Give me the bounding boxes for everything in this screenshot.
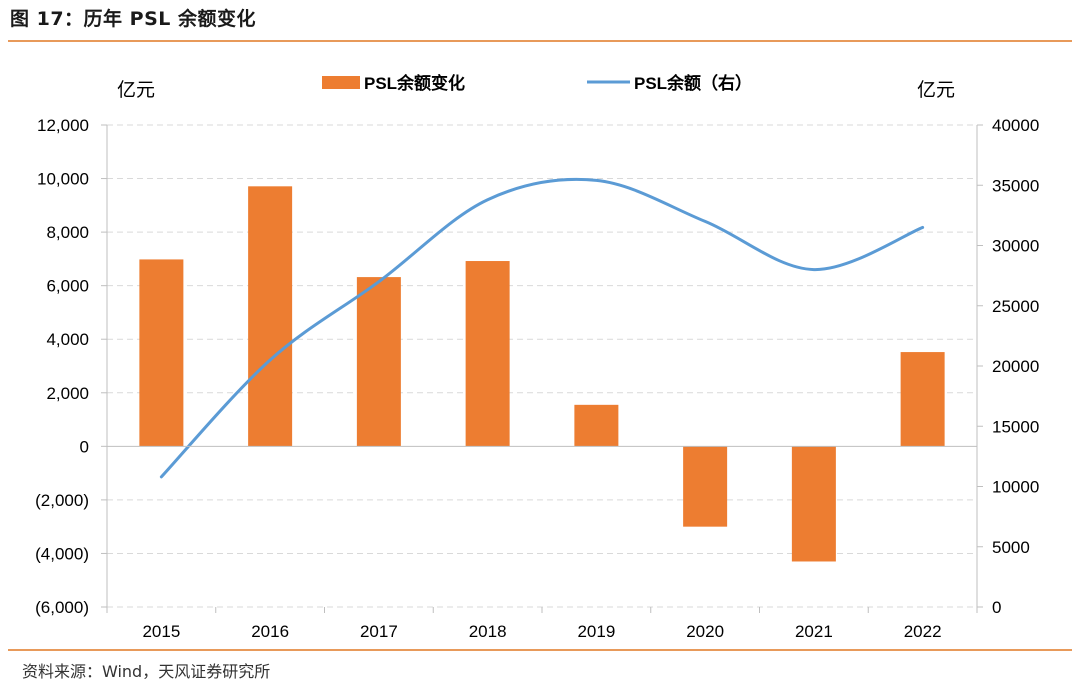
x-tick-label: 2022 — [904, 622, 942, 641]
right-tick-label: 30000 — [992, 237, 1039, 256]
legend: PSL余额变化 PSL余额（右） — [322, 73, 752, 93]
right-tick-label: 15000 — [992, 417, 1039, 436]
x-tick-label: 2016 — [251, 622, 289, 641]
bar-2022 — [900, 352, 945, 447]
right-tick-label: 20000 — [992, 357, 1039, 376]
right-tick-label: 35000 — [992, 176, 1039, 195]
left-tick-label: (6,000) — [35, 598, 89, 617]
bar-2019 — [574, 404, 619, 447]
legend-bar-label: PSL余额变化 — [364, 73, 465, 93]
x-tick-label: 2019 — [577, 622, 615, 641]
bar-2018 — [465, 261, 510, 447]
line-series — [159, 177, 925, 479]
right-tick-label: 0 — [992, 598, 1001, 617]
bar-series — [139, 186, 945, 562]
gridlines — [107, 124, 977, 608]
left-tick-label: (4,000) — [35, 544, 89, 563]
axes: (6,000) (4,000) (2,000) 0 2,000 4,000 6,000 8,0… — [35, 79, 1039, 641]
left-axis-unit: 亿元 — [117, 79, 155, 101]
right-axis-unit: 亿元 — [917, 79, 955, 101]
left-tick-label: 10,000 — [37, 170, 89, 189]
psl-balance-line — [159, 177, 925, 479]
x-tick-label: 2018 — [469, 622, 507, 641]
left-tick-label: 8,000 — [46, 223, 89, 242]
x-tick-label: 2015 — [142, 622, 180, 641]
x-tick-label: 2017 — [360, 622, 398, 641]
left-tick-label: 12,000 — [37, 116, 89, 135]
figure-title: 图 17：历年 PSL 余额变化 — [10, 8, 257, 30]
bottom-divider — [8, 649, 1072, 651]
bar-2021 — [791, 446, 836, 562]
source-note: 资料来源：Wind，天风证券研究所 — [22, 662, 271, 681]
left-tick-label: (2,000) — [35, 491, 89, 510]
left-tick-label: 4,000 — [46, 330, 89, 349]
bar-2016 — [248, 186, 293, 447]
left-tick-label: 0 — [80, 437, 89, 456]
top-divider — [8, 40, 1072, 42]
legend-line-label: PSL余额（右） — [634, 73, 752, 93]
right-tick-label: 25000 — [992, 297, 1039, 316]
right-tick-label: 40000 — [992, 116, 1039, 135]
x-tick-label: 2020 — [686, 622, 724, 641]
right-tick-label: 10000 — [992, 478, 1039, 497]
bar-2020 — [683, 446, 728, 527]
left-tick-label: 6,000 — [46, 277, 89, 296]
right-tick-label: 5000 — [992, 538, 1030, 557]
left-tick-label: 2,000 — [46, 384, 89, 403]
x-tick-label: 2021 — [795, 622, 833, 641]
bar-2017 — [356, 277, 401, 447]
bar-2015 — [139, 259, 184, 447]
legend-bar-swatch — [322, 76, 360, 89]
